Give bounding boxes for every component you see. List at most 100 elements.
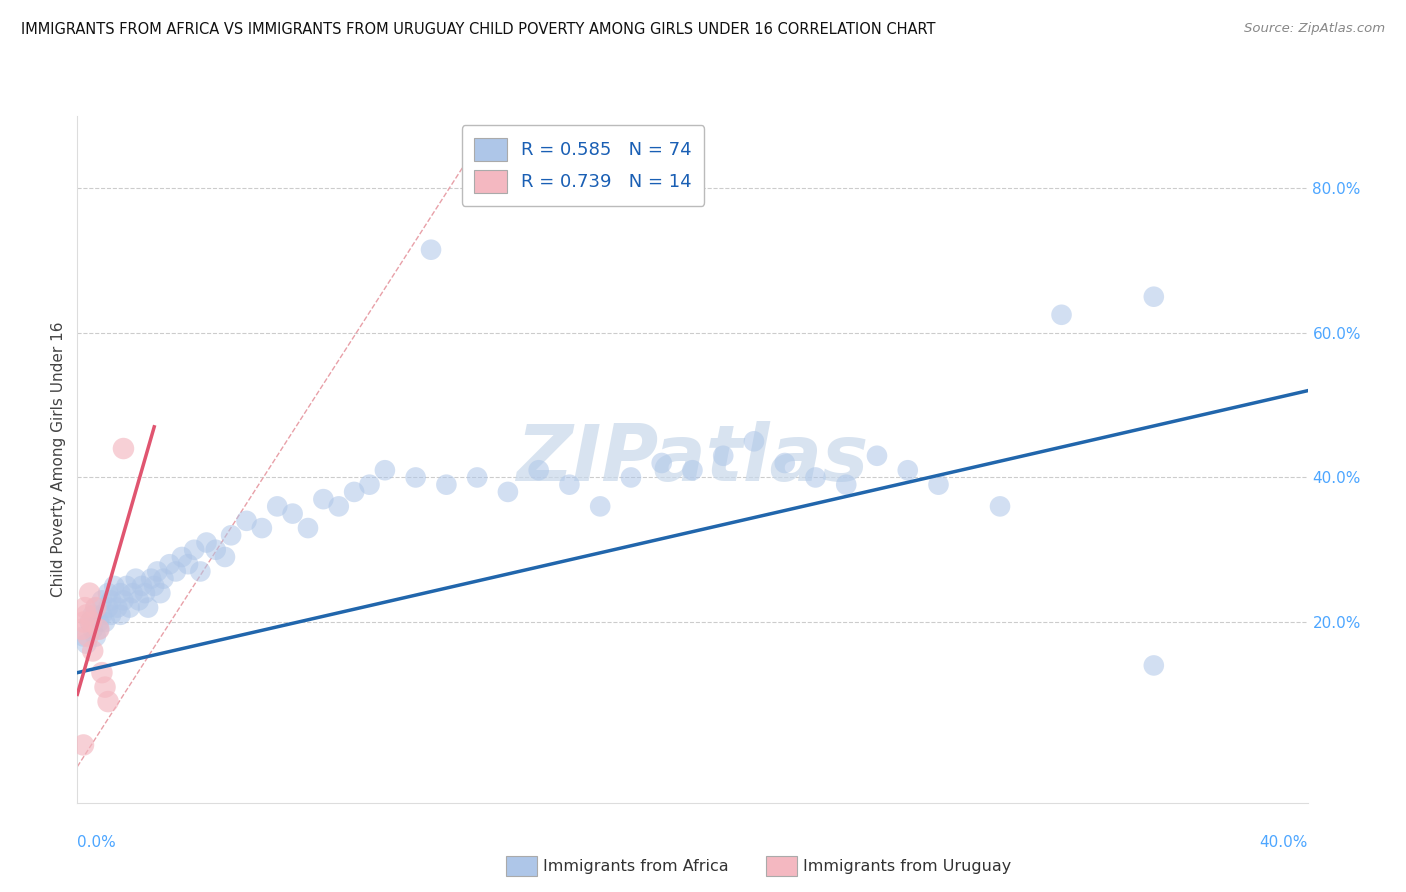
- Point: [136, 600, 159, 615]
- Point: [87, 615, 110, 629]
- Point: [100, 607, 122, 622]
- Point: [118, 600, 141, 615]
- Point: [250, 521, 273, 535]
- Point: [281, 507, 304, 521]
- Point: [90, 665, 114, 680]
- Point: [94, 615, 117, 629]
- Point: [235, 514, 257, 528]
- Point: [682, 463, 704, 477]
- Point: [804, 470, 827, 484]
- Point: [188, 565, 212, 579]
- Point: [72, 630, 94, 644]
- Point: [131, 579, 153, 593]
- Point: [266, 500, 288, 514]
- Point: [420, 243, 443, 257]
- Point: [620, 470, 643, 484]
- Point: [835, 477, 858, 491]
- Point: [374, 463, 396, 477]
- Point: [82, 607, 104, 622]
- Point: [87, 622, 110, 636]
- Point: [204, 542, 226, 557]
- Point: [73, 600, 96, 615]
- Point: [72, 738, 94, 752]
- Y-axis label: Child Poverty Among Girls Under 16: Child Poverty Among Girls Under 16: [51, 322, 66, 597]
- Point: [110, 586, 132, 600]
- Point: [146, 565, 169, 579]
- Point: [77, 630, 100, 644]
- Point: [1143, 290, 1166, 304]
- Point: [177, 558, 200, 572]
- Point: [125, 572, 148, 586]
- Point: [328, 500, 350, 514]
- Point: [141, 572, 163, 586]
- Point: [219, 528, 242, 542]
- Text: IMMIGRANTS FROM AFRICA VS IMMIGRANTS FROM URUGUAY CHILD POVERTY AMONG GIRLS UNDE: IMMIGRANTS FROM AFRICA VS IMMIGRANTS FRO…: [21, 22, 935, 37]
- Point: [651, 456, 673, 470]
- Point: [103, 579, 125, 593]
- Text: Immigrants from Africa: Immigrants from Africa: [543, 859, 728, 873]
- Point: [112, 442, 135, 456]
- Point: [143, 579, 166, 593]
- Point: [359, 477, 381, 491]
- Point: [897, 463, 920, 477]
- Point: [527, 463, 550, 477]
- Point: [90, 593, 114, 607]
- Point: [87, 622, 110, 636]
- Point: [128, 593, 150, 607]
- Point: [496, 484, 519, 499]
- Point: [343, 484, 366, 499]
- Point: [928, 477, 950, 491]
- Text: 40.0%: 40.0%: [1260, 836, 1308, 850]
- Point: [82, 644, 104, 658]
- Point: [170, 549, 193, 564]
- Point: [80, 615, 103, 629]
- Point: [82, 622, 104, 636]
- Text: 0.0%: 0.0%: [77, 836, 117, 850]
- Point: [76, 637, 98, 651]
- Point: [405, 470, 427, 484]
- Point: [773, 456, 796, 470]
- Point: [84, 630, 107, 644]
- Point: [195, 535, 218, 549]
- Point: [436, 477, 458, 491]
- Point: [214, 549, 236, 564]
- Point: [94, 680, 117, 694]
- Point: [742, 434, 765, 449]
- Text: Immigrants from Uruguay: Immigrants from Uruguay: [803, 859, 1011, 873]
- Point: [79, 586, 101, 600]
- Point: [112, 593, 135, 607]
- Point: [90, 607, 114, 622]
- Point: [159, 558, 181, 572]
- Point: [134, 586, 156, 600]
- Point: [97, 586, 120, 600]
- Text: ZIPatlas: ZIPatlas: [516, 421, 869, 498]
- Point: [183, 542, 205, 557]
- Point: [100, 593, 122, 607]
- Point: [97, 695, 120, 709]
- Point: [121, 586, 143, 600]
- Point: [70, 622, 93, 636]
- Point: [165, 565, 187, 579]
- Point: [558, 477, 581, 491]
- Point: [297, 521, 319, 535]
- Point: [866, 449, 889, 463]
- Point: [988, 500, 1011, 514]
- Point: [312, 492, 335, 507]
- Point: [84, 600, 107, 615]
- Point: [1050, 308, 1073, 322]
- Text: Source: ZipAtlas.com: Source: ZipAtlas.com: [1244, 22, 1385, 36]
- Point: [589, 500, 612, 514]
- Point: [105, 600, 128, 615]
- Point: [115, 579, 138, 593]
- Legend: R = 0.585   N = 74, R = 0.739   N = 14: R = 0.585 N = 74, R = 0.739 N = 14: [461, 125, 704, 206]
- Point: [149, 586, 172, 600]
- Point: [72, 615, 94, 629]
- Point: [465, 470, 488, 484]
- Point: [152, 572, 174, 586]
- Point: [84, 600, 107, 615]
- Point: [76, 607, 98, 622]
- Point: [79, 615, 101, 629]
- Point: [110, 607, 132, 622]
- Point: [711, 449, 734, 463]
- Point: [1143, 658, 1166, 673]
